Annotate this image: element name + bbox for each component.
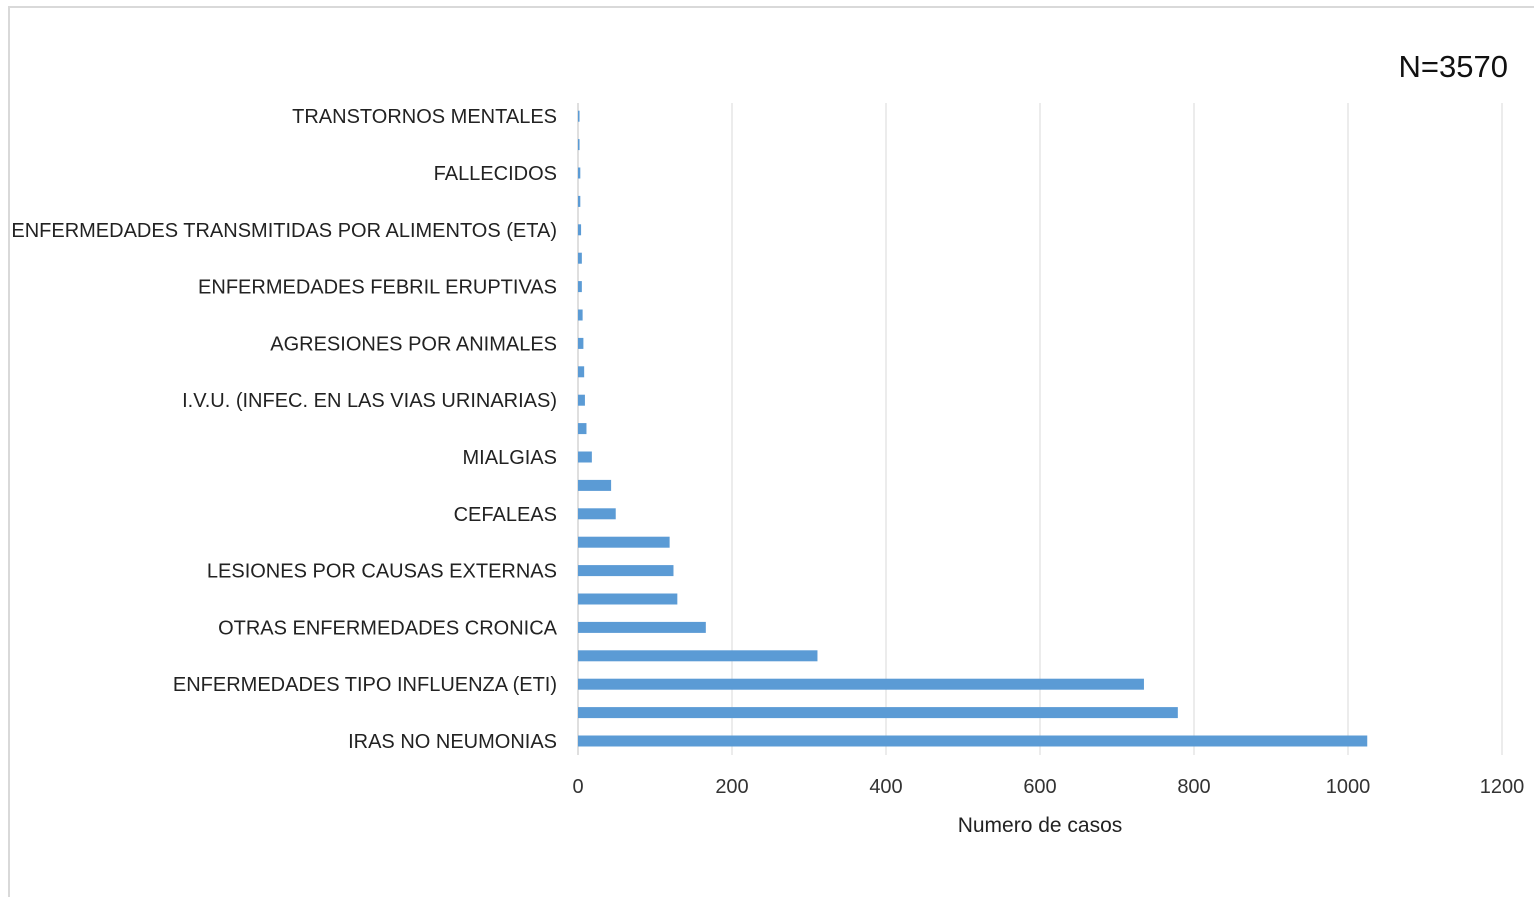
category-label: TRANSTORNOS MENTALES [292,106,557,128]
category-labels: IRAS NO NEUMONIAS ENFERMEDADES TIPO INFLU… [11,106,557,753]
bar [578,508,616,520]
x-tick-label: 1000 [1326,776,1371,798]
bar [578,167,581,179]
bar [578,366,585,378]
bar [578,479,612,491]
bar [578,621,706,633]
category-label: IRAS NO NEUMONIAS [348,731,557,753]
bar [578,536,670,548]
bars [578,110,1368,747]
bar [578,423,587,435]
category-label: MIALGIAS [463,447,557,469]
bar [578,650,818,662]
category-label: CEFALEAS [454,504,557,526]
x-axis-ticks: 0 200 400 600 800 1000 1200 [572,776,1524,798]
x-tick-label: 400 [869,776,902,798]
category-label: ENFERMEDADES TIPO INFLUENZA (ETI) [173,674,557,696]
category-label: ENFERMEDADES FEBRIL ERUPTIVAS [198,277,557,299]
x-tick-label: 1200 [1480,776,1525,798]
x-tick-label: 0 [572,776,583,798]
category-label: FALLECIDOS [434,163,557,185]
bar [578,565,674,577]
bar [578,593,678,605]
x-tick-label: 200 [715,776,748,798]
chart-frame [8,6,1534,897]
bar [578,735,1368,747]
bar [578,281,582,293]
bar [578,224,582,236]
category-label: AGRESIONES POR ANIMALES [270,333,557,355]
x-tick-label: 800 [1177,776,1210,798]
category-label: LESIONES POR CAUSAS EXTERNAS [207,561,557,583]
bar [578,195,581,207]
bar [578,394,585,406]
x-axis-title: Numero de casos [958,814,1123,837]
bar [578,707,1178,719]
x-tick-label: 600 [1023,776,1056,798]
bar [578,252,582,264]
bar [578,451,592,463]
bar [578,337,584,349]
bar [578,110,580,122]
bar [578,309,583,321]
bar [578,678,1144,690]
category-label: OTRAS ENFERMEDADES CRONICA [218,617,558,639]
bar [578,139,580,151]
category-label: ENFERMEDADES TRANSMITIDAS POR ALIMENTOS … [11,220,557,242]
sample-size-annotation: N=3570 [1399,49,1508,84]
category-label: I.V.U. (INFEC. EN LAS VIAS URINARIAS) [182,390,557,412]
